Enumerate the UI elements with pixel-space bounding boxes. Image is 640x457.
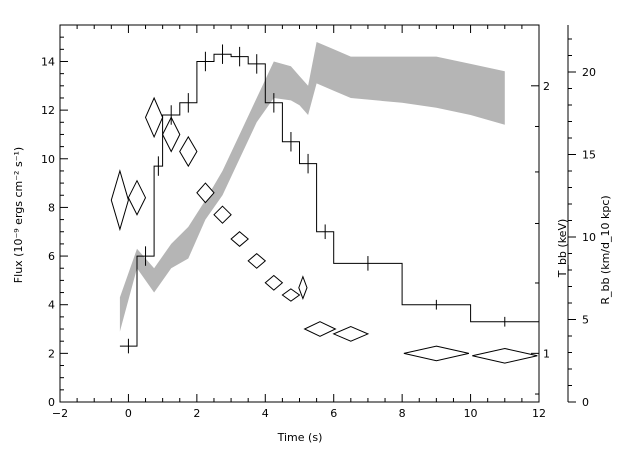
flux-histogram-line: [119, 53, 539, 347]
x-tick-label: 8: [399, 407, 406, 420]
x-tick-label: 6: [330, 407, 337, 420]
temperature-diamond: [298, 275, 308, 301]
temperature-diamond: [472, 347, 538, 364]
radius-band-layer: [119, 42, 505, 332]
y-axis-title-left: Flux (10⁻⁹ ergs cm⁻² s⁻¹): [12, 147, 25, 283]
x-tick-label: 12: [532, 407, 546, 420]
y-left-tick-label: 10: [41, 153, 55, 166]
x-axis-title: Time (s): [277, 431, 323, 444]
x-tick-label: −2: [52, 407, 68, 420]
radius-tick-label: 15: [582, 149, 596, 162]
y-left-tick-label: 2: [48, 347, 55, 360]
temperature-diamond: [264, 274, 284, 291]
temperature-diamond: [179, 135, 198, 168]
radius-tick-label: 20: [582, 66, 596, 79]
temperature-diamond: [144, 96, 164, 139]
temperature-diamond: [281, 288, 301, 302]
y-left-tick-label: 0: [48, 396, 55, 409]
x-tick-label: 4: [262, 407, 269, 420]
y-left-tick-label: 6: [48, 250, 55, 263]
y-axis-title-radius: R_bb (km/d_10 kpc): [599, 195, 612, 304]
radius-tick-label: 10: [582, 231, 596, 244]
temperature-diamonds-layer: [110, 96, 538, 364]
y-left-tick-label: 14: [41, 55, 55, 68]
temperature-diamond: [332, 326, 370, 342]
x-tick-label: 10: [464, 407, 478, 420]
radius-tick-label: 5: [582, 314, 589, 327]
temperature-diamond: [303, 321, 337, 337]
radius-band: [119, 42, 505, 332]
y-left-tick-label: 8: [48, 201, 55, 214]
x-tick-label: 2: [193, 407, 200, 420]
radius-tick-label: 0: [582, 396, 589, 409]
temperature-diamond: [247, 252, 267, 269]
y-left-tick-label: 12: [41, 104, 55, 117]
temperature-diamond: [162, 116, 181, 153]
x-tick-label: 0: [125, 407, 132, 420]
temperature-tick-label: 1: [543, 347, 550, 360]
temperature-diamond: [403, 345, 470, 362]
temperature-tick-label: 2: [543, 80, 550, 93]
y-left-tick-label: 4: [48, 299, 55, 312]
flux-histogram-layer: [119, 44, 539, 354]
temperature-diamond: [230, 231, 249, 247]
y-axis-title-temperature: T_bb (keV): [556, 219, 569, 279]
temperature-diamond: [213, 205, 232, 224]
temperature-diamond: [196, 182, 215, 204]
temperature-diamond: [110, 169, 129, 232]
temperature-diamond: [127, 179, 147, 216]
